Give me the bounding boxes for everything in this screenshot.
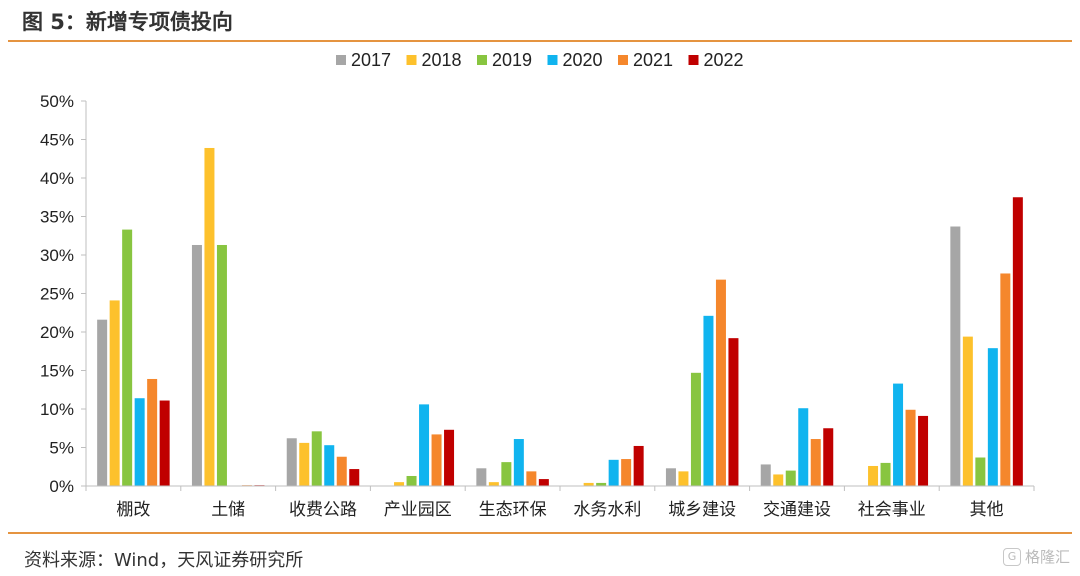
legend-swatch-2020 (547, 55, 558, 65)
hexagon-logo-icon: G (1002, 547, 1021, 566)
bar-2021-交通建设 (810, 439, 821, 486)
y-tick-label: 25% (40, 285, 74, 304)
y-tick-label: 35% (40, 208, 74, 227)
title-divider (8, 40, 1072, 42)
bar-2019-棚改 (122, 229, 133, 486)
bar-2020-社会事业 (893, 383, 904, 486)
bar-2018-水务水利 (583, 482, 594, 486)
bar-2020-交通建设 (798, 408, 809, 486)
x-category-label: 交通建设 (763, 500, 831, 520)
x-category-label: 城乡建设 (668, 500, 736, 520)
watermark: G 格隆汇 (1002, 546, 1070, 567)
bar-2019-生态环保 (501, 462, 512, 486)
y-tick-label: 30% (40, 246, 74, 265)
bar-2022-水务水利 (633, 445, 644, 486)
bar-2019-水务水利 (596, 482, 607, 486)
legend-label-2017: 2017 (351, 50, 391, 70)
legend-label-2019: 2019 (492, 50, 532, 70)
bar-series (97, 147, 1023, 486)
y-tick-label: 45% (40, 131, 74, 150)
bar-chart: 2017 2018 2019 2020 2021 2022 0% 5% 10% 15% 20% 25… (40, 50, 1035, 520)
legend-swatch-2017 (336, 55, 346, 65)
bar-2017-交通建设 (760, 464, 771, 486)
x-category-label: 产业园区 (384, 500, 452, 520)
legend-swatch-2019 (477, 55, 487, 65)
x-category-label: 水务水利 (573, 500, 641, 520)
bar-2022-产业园区 (444, 429, 455, 486)
bar-2017-城乡建设 (665, 468, 676, 486)
y-tick-label: 20% (40, 323, 74, 342)
bar-2021-社会事业 (905, 409, 916, 486)
bar-2022-收费公路 (349, 469, 360, 486)
chart-legend: 2017 2018 2019 2020 2021 2022 (336, 50, 744, 70)
bar-2018-其他 (962, 336, 973, 486)
legend-swatch-2021 (618, 55, 628, 65)
source-divider (8, 532, 1072, 534)
y-axis: 0% 5% 10% 15% 20% 25% 30% 35% 40% 45% 50% (40, 92, 87, 496)
bar-2017-收费公路 (286, 438, 297, 486)
bar-2017-土储 (191, 244, 202, 486)
y-tick-label: 15% (40, 362, 74, 381)
bar-2018-土储 (204, 147, 215, 486)
bar-2018-收费公路 (299, 442, 310, 486)
bar-2021-城乡建设 (715, 279, 726, 486)
bar-2018-生态环保 (488, 482, 499, 486)
legend-swatch-2022 (688, 55, 699, 65)
bar-2022-交通建设 (823, 428, 834, 486)
watermark-text: 格隆汇 (1024, 548, 1070, 566)
x-category-label: 社会事业 (858, 500, 926, 520)
bar-2019-收费公路 (311, 431, 322, 486)
bar-2018-产业园区 (394, 482, 405, 486)
bar-2019-土储 (216, 244, 227, 486)
bar-2021-产业园区 (431, 434, 442, 486)
bar-2017-棚改 (97, 319, 108, 486)
bar-2021-水务水利 (621, 459, 632, 486)
bar-2022-其他 (1012, 197, 1023, 486)
x-category-label: 生态环保 (479, 500, 547, 520)
bar-2021-生态环保 (526, 471, 537, 486)
bar-2020-城乡建设 (703, 315, 714, 486)
x-category-label: 棚改 (116, 500, 150, 520)
y-tick-label: 5% (49, 439, 74, 458)
bar-2018-棚改 (109, 300, 120, 486)
x-axis: 棚改 土储 收费公路 产业园区 生态环保 水务水利 城乡建设 交通建设 社会事业 其他 (85, 485, 1035, 520)
legend-label-2021: 2021 (633, 50, 673, 70)
bar-2022-社会事业 (918, 415, 929, 486)
bar-2020-生态环保 (513, 439, 524, 486)
bar-2020-棚改 (134, 398, 145, 486)
bar-2020-水务水利 (608, 459, 619, 486)
legend-label-2020: 2020 (563, 50, 603, 70)
bar-2020-其他 (987, 348, 998, 486)
bar-2021-其他 (1000, 273, 1011, 486)
legend-label-2022: 2022 (704, 50, 744, 70)
bar-2022-棚改 (159, 400, 170, 486)
legend-swatch-2018 (406, 55, 417, 65)
figure-title: 图 5：新增专项债投向 (22, 10, 233, 34)
bar-2021-棚改 (147, 378, 158, 486)
bar-2022-城乡建设 (728, 338, 739, 486)
bar-2018-交通建设 (773, 474, 784, 486)
bar-2018-城乡建设 (678, 471, 689, 486)
bar-2020-产业园区 (419, 404, 430, 486)
bar-2021-收费公路 (336, 456, 347, 486)
bar-2019-其他 (975, 457, 986, 486)
y-tick-label: 10% (40, 400, 74, 419)
y-tick-label: 40% (40, 169, 74, 188)
bar-2019-产业园区 (406, 475, 417, 486)
bar-2019-城乡建设 (690, 372, 701, 486)
bar-2019-交通建设 (785, 470, 796, 486)
x-category-label: 其他 (970, 500, 1004, 520)
legend-label-2018: 2018 (422, 50, 462, 70)
bar-2020-收费公路 (324, 445, 335, 486)
x-category-label: 收费公路 (289, 500, 357, 520)
y-tick-label: 0% (49, 477, 74, 496)
x-category-label: 土储 (211, 500, 245, 520)
bar-2019-社会事业 (880, 462, 891, 486)
y-tick-label: 50% (40, 92, 74, 111)
bar-2018-社会事业 (868, 465, 879, 486)
bar-2017-其他 (950, 226, 961, 486)
bar-2022-生态环保 (538, 479, 549, 486)
source-note: 资料来源：Wind，天风证券研究所 (24, 550, 304, 571)
bar-2017-生态环保 (476, 468, 487, 486)
